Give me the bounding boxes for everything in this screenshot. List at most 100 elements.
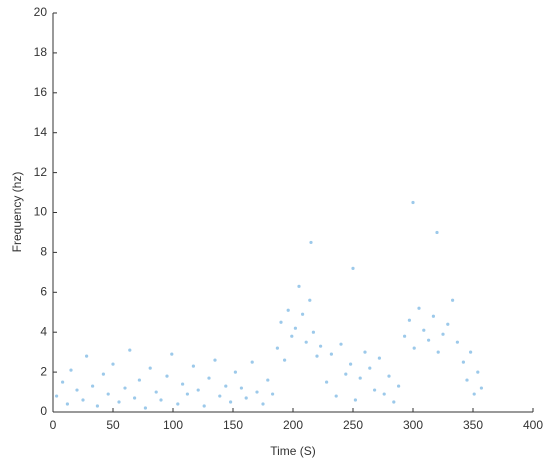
point	[469, 350, 473, 354]
point	[143, 406, 147, 410]
point	[451, 298, 455, 302]
point	[309, 240, 313, 245]
point	[61, 380, 65, 384]
x-tick-label: 350	[463, 418, 483, 432]
point	[266, 378, 270, 382]
point	[55, 394, 59, 398]
point	[202, 404, 206, 408]
x-tick-label: 300	[403, 418, 423, 432]
point	[397, 384, 401, 388]
point	[431, 314, 435, 318]
point	[476, 370, 480, 374]
point	[441, 332, 445, 336]
point	[271, 392, 275, 396]
x-tick-label: 200	[283, 418, 303, 432]
x-tick-label: 50	[106, 418, 120, 432]
point	[159, 398, 163, 402]
x-tick-label: 150	[223, 418, 243, 432]
point	[81, 398, 85, 402]
point	[344, 372, 348, 376]
point	[95, 404, 99, 408]
point	[455, 340, 459, 344]
point	[75, 388, 79, 392]
point	[218, 394, 222, 398]
point	[196, 388, 200, 392]
point	[412, 346, 416, 350]
y-tick-label: 10	[34, 205, 48, 219]
point	[329, 352, 333, 356]
point	[293, 326, 297, 330]
y-tick-label: 20	[34, 5, 48, 19]
y-tick-label: 6	[40, 284, 47, 298]
point	[373, 388, 377, 392]
point	[311, 330, 315, 334]
point	[461, 360, 465, 364]
point	[154, 390, 158, 394]
point	[85, 354, 89, 358]
x-tick-label: 250	[343, 418, 363, 432]
y-tick-label: 2	[40, 364, 47, 378]
point	[325, 380, 329, 384]
y-tick-label: 12	[34, 165, 48, 179]
x-tick-label: 0	[50, 418, 57, 432]
point	[65, 402, 69, 406]
y-tick-label: 18	[34, 45, 48, 59]
point	[319, 344, 323, 348]
point	[165, 374, 169, 378]
point	[133, 396, 137, 400]
point	[128, 348, 132, 352]
point	[283, 358, 287, 362]
point	[91, 384, 95, 388]
point	[185, 392, 189, 396]
point	[407, 318, 411, 322]
point	[261, 402, 265, 406]
y-axis-label: Frequency (hz)	[10, 172, 24, 253]
point	[339, 342, 343, 346]
point	[435, 230, 439, 235]
point	[191, 364, 195, 368]
point	[233, 370, 237, 374]
point	[250, 360, 254, 364]
point	[123, 386, 127, 390]
point	[117, 400, 121, 404]
point	[207, 376, 211, 380]
point	[229, 400, 233, 404]
point	[301, 312, 305, 316]
point	[181, 382, 185, 386]
point	[286, 308, 290, 312]
point	[275, 346, 279, 350]
point	[358, 376, 362, 380]
point	[244, 396, 248, 400]
point	[170, 352, 174, 356]
point	[479, 386, 483, 390]
point	[213, 358, 217, 362]
point	[239, 386, 243, 390]
point	[417, 306, 421, 310]
point	[392, 400, 396, 404]
point	[353, 398, 357, 402]
point	[297, 284, 301, 288]
point	[472, 392, 476, 396]
point	[304, 340, 308, 344]
point	[427, 338, 431, 342]
point	[422, 328, 426, 332]
x-tick-label: 100	[163, 418, 183, 432]
point	[176, 402, 180, 406]
x-axis-label: Time (S)	[270, 444, 316, 458]
y-tick-label: 16	[34, 85, 48, 99]
y-tick-label: 8	[40, 245, 47, 259]
point	[101, 372, 105, 376]
point	[69, 368, 73, 372]
point	[255, 390, 259, 394]
y-tick-label: 0	[40, 404, 47, 418]
point	[382, 392, 386, 396]
point	[315, 354, 319, 358]
point	[377, 356, 381, 360]
point	[308, 298, 312, 302]
point	[446, 322, 450, 326]
x-tick-label: 400	[523, 418, 543, 432]
point	[368, 366, 372, 370]
point	[465, 378, 469, 382]
point	[148, 366, 152, 370]
